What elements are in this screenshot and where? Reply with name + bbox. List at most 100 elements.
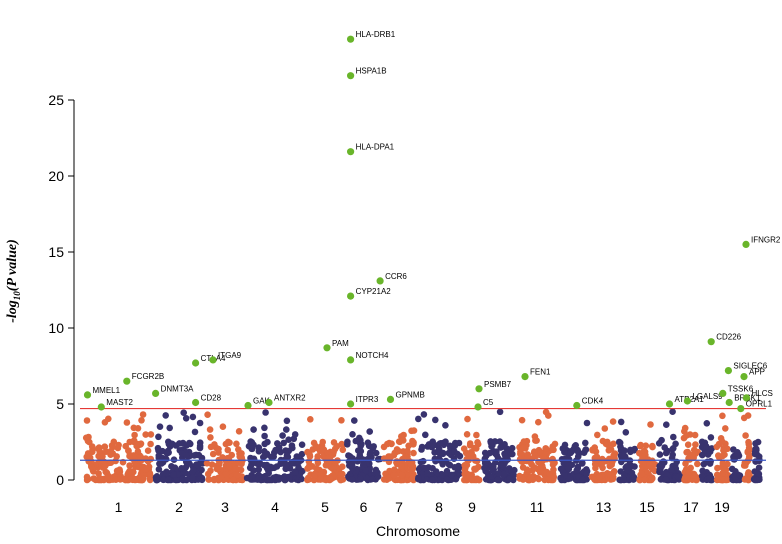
snp-point (192, 429, 199, 436)
snp-point (533, 453, 540, 460)
snp-point (190, 467, 197, 474)
snp-point (722, 425, 729, 432)
snp-point (648, 477, 655, 484)
snp-point (299, 441, 306, 448)
highlight-point (192, 399, 199, 406)
snp-point (313, 465, 320, 472)
snp-point (602, 425, 609, 432)
snp-point (83, 435, 90, 442)
snp-point (433, 468, 440, 475)
snp-point (230, 477, 237, 484)
snp-point (235, 446, 242, 453)
gene-label: CYP21A2 (356, 287, 392, 296)
highlight-point (387, 396, 394, 403)
snp-point (455, 463, 462, 470)
snp-point (180, 440, 187, 447)
snp-point (617, 443, 624, 450)
snp-point (464, 462, 471, 469)
snp-point (271, 449, 278, 456)
snp-point (430, 442, 437, 449)
snp-point (391, 472, 398, 479)
snp-point (249, 446, 256, 453)
snp-point (756, 471, 763, 478)
snp-point (155, 434, 162, 441)
gene-label: FEN1 (530, 368, 551, 377)
snp-point (349, 462, 356, 469)
snp-point (344, 441, 351, 448)
snp-point (493, 448, 500, 455)
gene-label: ITPR3 (356, 395, 379, 404)
y-tick-label: 0 (56, 472, 64, 488)
snp-point (524, 466, 531, 473)
highlight-point (347, 72, 354, 79)
snp-point (429, 477, 436, 484)
gene-label: FCGR2B (132, 372, 164, 381)
highlight-point (244, 402, 251, 409)
snp-point (360, 456, 367, 463)
snp-point (147, 441, 154, 448)
snp-point (409, 475, 416, 482)
snp-point (496, 470, 503, 477)
snp-point (238, 467, 245, 474)
snp-point (249, 439, 256, 446)
x-tick-label: 15 (639, 499, 655, 515)
x-tick-label: 1 (115, 499, 123, 515)
gene-label: HSPA1B (356, 67, 387, 76)
snp-point (746, 441, 753, 448)
snp-point (420, 465, 427, 472)
snp-point (741, 415, 748, 422)
x-tick-label: 5 (321, 499, 329, 515)
snp-point (657, 451, 664, 458)
snp-point (280, 440, 287, 447)
snp-point (746, 447, 753, 454)
snp-point (207, 434, 214, 441)
x-tick-label: 6 (360, 499, 368, 515)
highlight-point (742, 241, 749, 248)
x-axis: 1 2 3 4 5 6 7 8 9 11 13 15 17 19 (115, 499, 730, 515)
snp-point (596, 474, 603, 481)
gene-label: ITGA9 (218, 351, 242, 360)
gene-label: C5 (483, 398, 494, 407)
snp-point (233, 441, 240, 448)
snp-point (262, 409, 269, 416)
snp-point (473, 445, 480, 452)
snp-point (126, 453, 133, 460)
snp-point (216, 465, 223, 472)
snp-point (339, 463, 346, 470)
snp-point (155, 447, 162, 454)
gene-label: ANTXR2 (274, 394, 306, 403)
snp-point (232, 465, 239, 472)
snp-point (558, 466, 565, 473)
snp-point (643, 442, 650, 449)
snp-point (218, 474, 225, 481)
gene-label: PAM (332, 339, 349, 348)
snp-point (226, 463, 233, 470)
snp-point (165, 477, 172, 484)
snp-point (685, 441, 692, 448)
snp-point (355, 447, 362, 454)
snp-point (647, 462, 654, 469)
snp-point (682, 425, 689, 432)
snp-point (274, 463, 281, 470)
x-tick-label: 11 (530, 499, 545, 515)
background-points (83, 408, 763, 483)
gene-label: DNMT3A (161, 384, 195, 393)
snp-point (442, 438, 449, 445)
snp-point (190, 414, 197, 421)
snp-point (337, 477, 344, 484)
snp-point (349, 455, 356, 462)
highlight-point (684, 397, 691, 404)
snp-point (215, 446, 222, 453)
x-tick-label: 13 (596, 499, 612, 515)
snp-point (449, 472, 456, 479)
gene-label: CD28 (201, 394, 222, 403)
snp-point (162, 412, 169, 419)
snp-point (487, 438, 494, 445)
snp-point (474, 439, 481, 446)
x-tick-label: 4 (271, 499, 279, 515)
snp-point (338, 417, 345, 424)
snp-point (703, 443, 710, 450)
snp-point (292, 469, 299, 476)
gene-label: IFNGR2 (751, 235, 781, 244)
snp-point (349, 476, 356, 483)
